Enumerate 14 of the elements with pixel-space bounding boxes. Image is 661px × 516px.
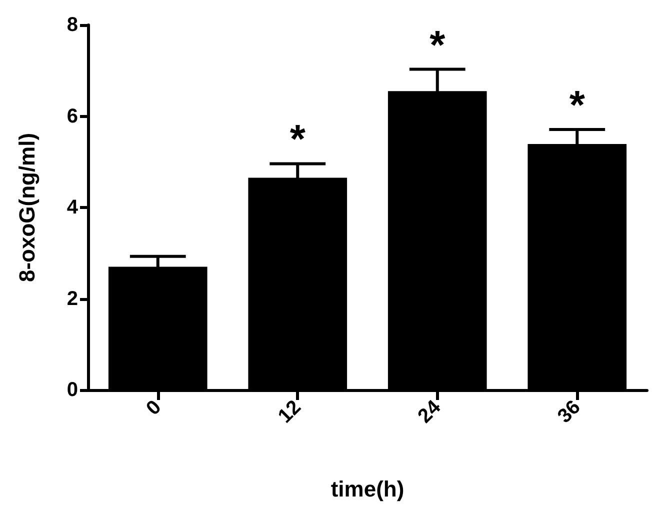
y-tick-label: 2 <box>66 288 78 310</box>
x-tick-label: 36 <box>554 396 585 428</box>
x-tick-label: 0 <box>142 396 166 420</box>
x-axis-title: time(h) <box>330 476 404 502</box>
y-axis-title: 8-oxoG(ng/ml) <box>14 132 40 282</box>
y-tick-label: 0 <box>66 379 78 401</box>
data-label: * <box>430 23 446 68</box>
y-tick-label: 6 <box>66 105 78 128</box>
y-tick-label: 4 <box>66 196 79 218</box>
data-label: * <box>290 118 306 162</box>
x-tick-label: 24 <box>414 396 446 428</box>
data-label: * <box>569 83 586 128</box>
y-tick-label: 8 <box>66 14 78 36</box>
x-tick-label: 12 <box>274 396 306 428</box>
